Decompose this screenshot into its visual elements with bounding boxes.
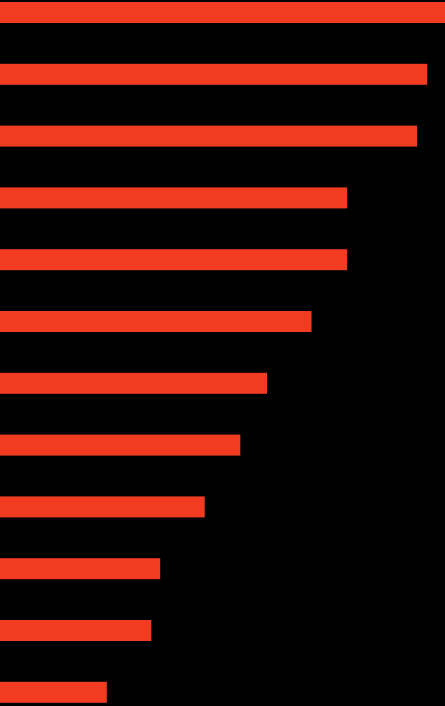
- bar-11: [0, 620, 152, 641]
- bar-9: [0, 496, 205, 518]
- bar-1: [0, 2, 445, 23]
- bar-10: [0, 558, 161, 580]
- bar-7: [0, 372, 267, 394]
- bar-2: [0, 63, 428, 85]
- bar-3: [0, 125, 417, 147]
- bar-12: [0, 681, 107, 703]
- bar-6: [0, 311, 312, 332]
- bar-4: [0, 187, 348, 209]
- bar-5: [0, 249, 348, 271]
- bar-8: [0, 434, 241, 456]
